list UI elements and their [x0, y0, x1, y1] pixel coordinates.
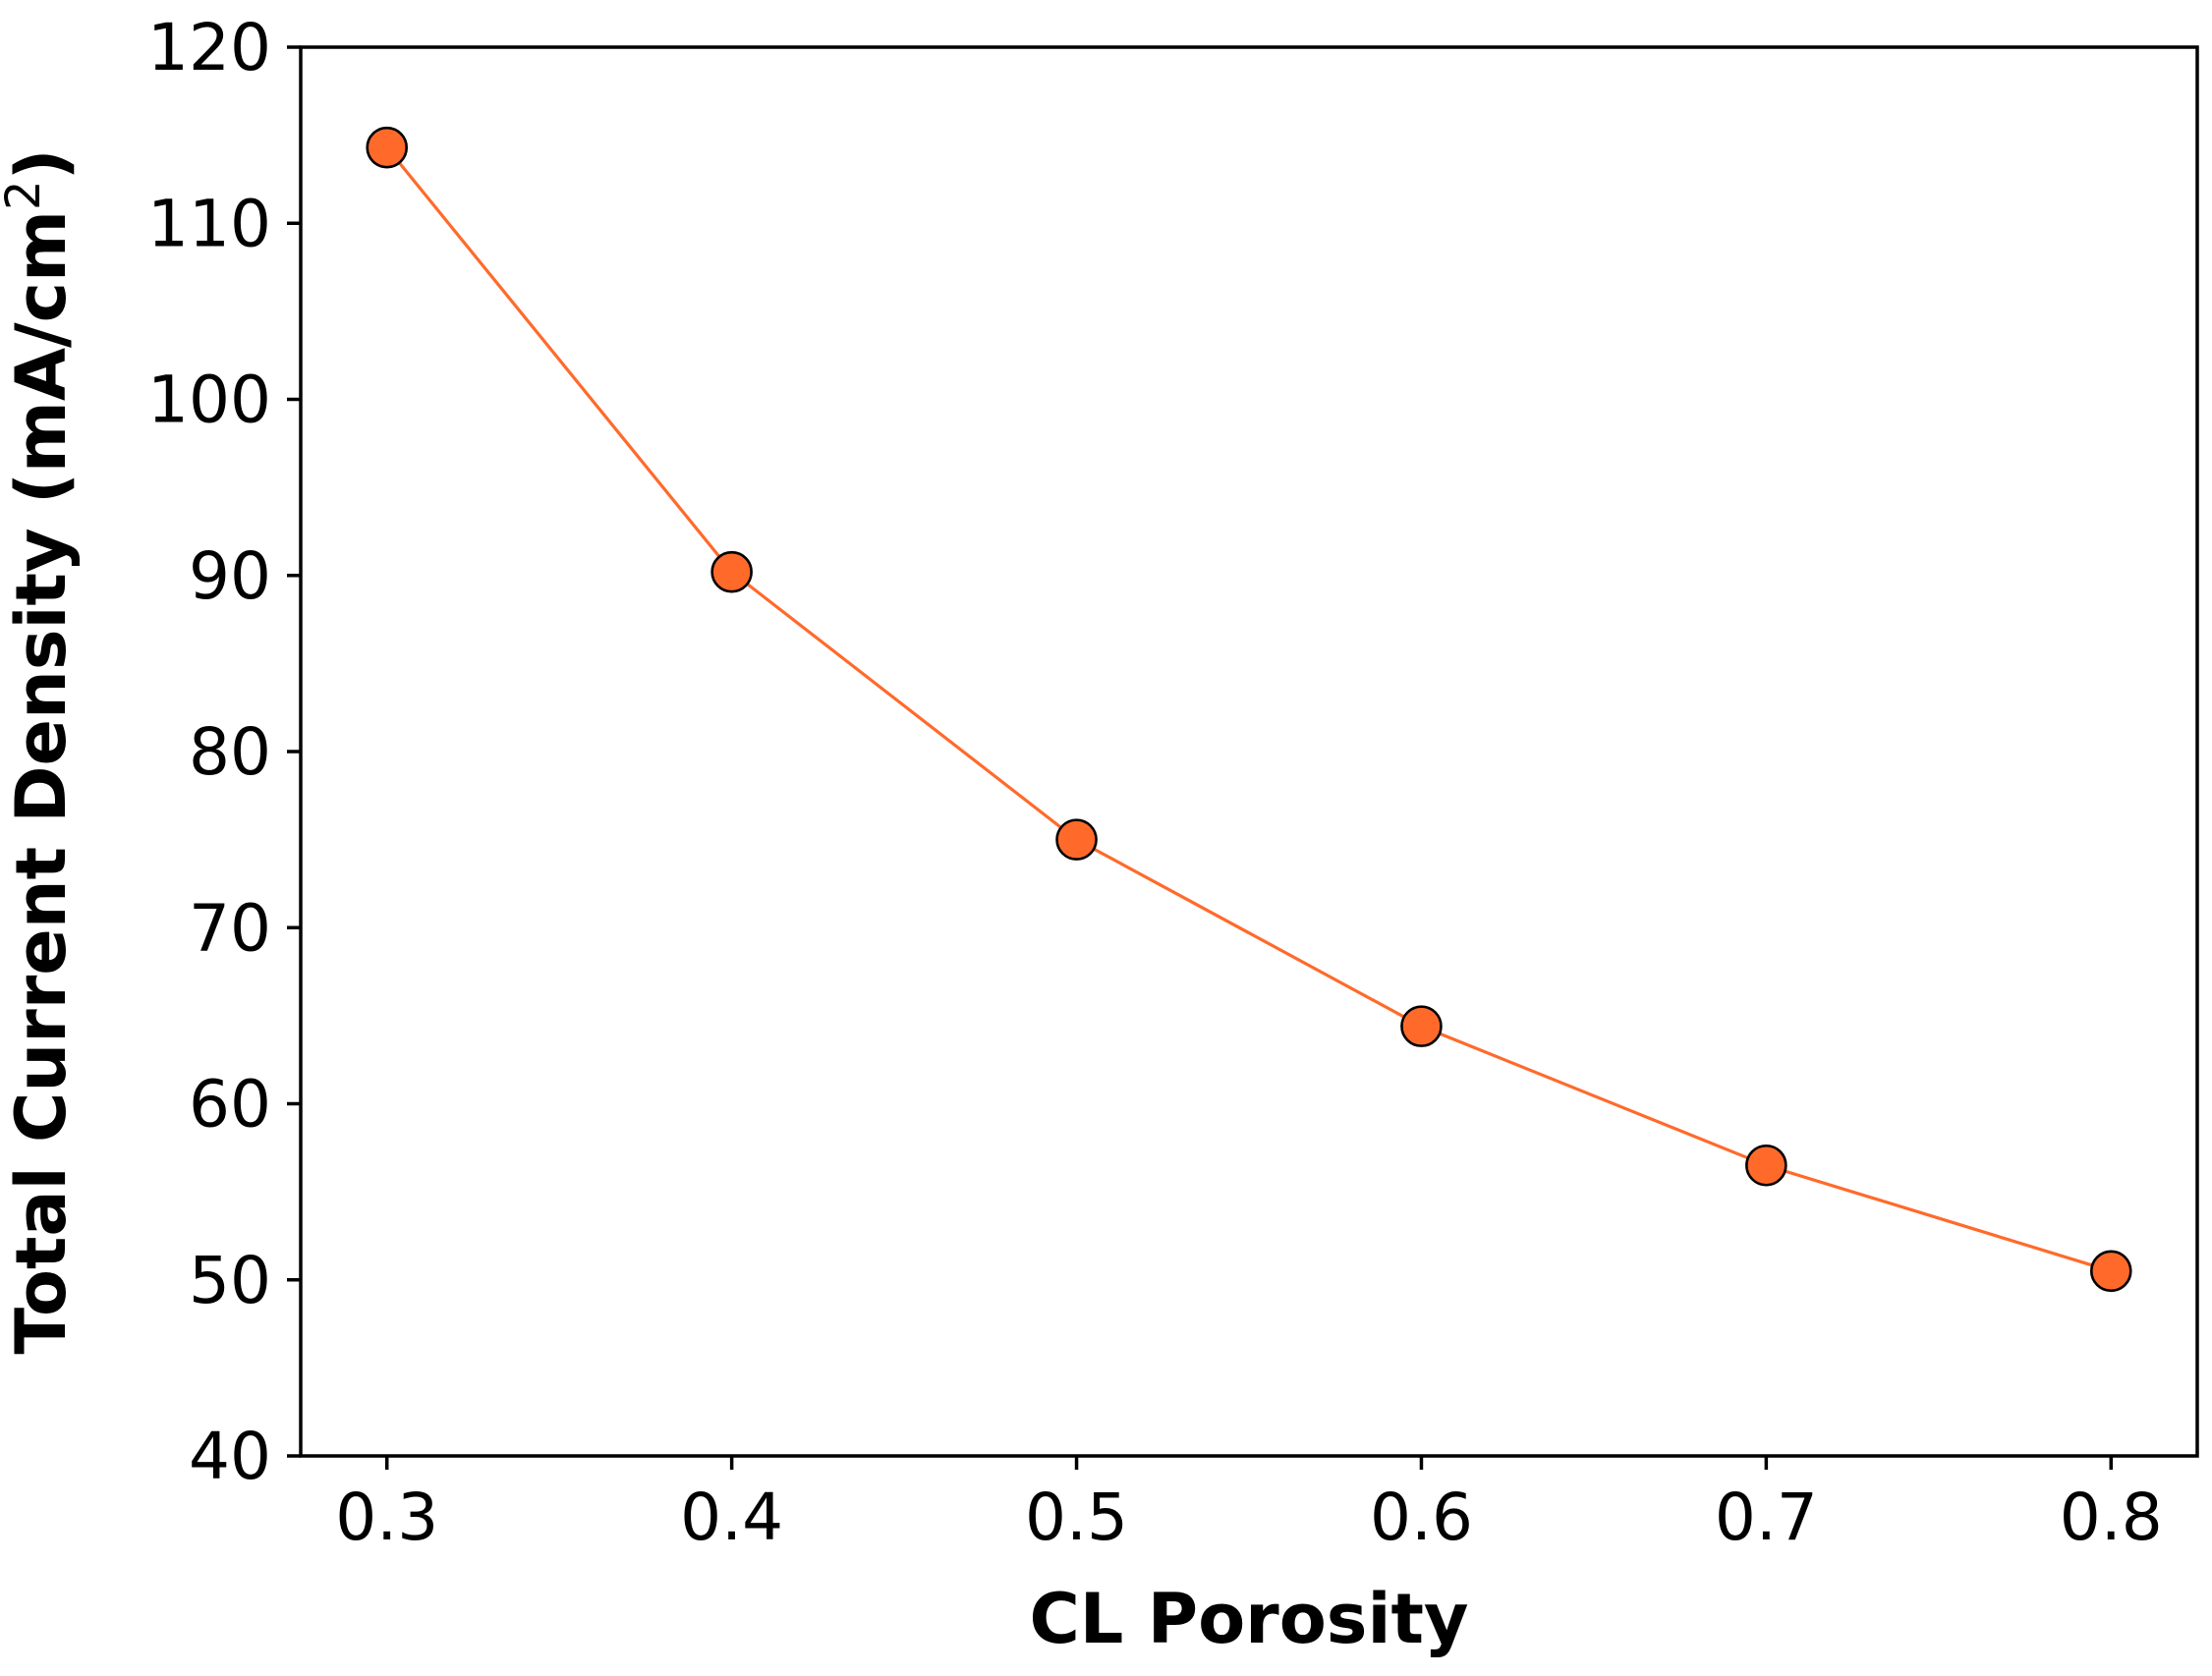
data-point-marker [366, 126, 409, 169]
data-point-marker [1400, 1005, 1443, 1047]
y-tick-label: 80 [189, 714, 271, 790]
y-tick-label: 90 [189, 538, 271, 614]
y-tick-label: 110 [147, 186, 271, 261]
x-tick-label: 0.5 [1025, 1480, 1128, 1555]
x-tick-label: 0.8 [2060, 1480, 2163, 1555]
plot-series [366, 126, 2132, 1293]
y-tick-label: 60 [189, 1067, 271, 1143]
data-point-marker [710, 550, 753, 593]
data-point-marker [2089, 1250, 2132, 1293]
y-tick-label: 70 [189, 890, 271, 966]
plot-area-frame [299, 45, 2199, 1458]
x-tick-label: 0.6 [1370, 1480, 1473, 1555]
y-tick-label: 50 [189, 1243, 271, 1318]
y-axis-title-main: Total Current Density (mA/cm [1, 210, 82, 1355]
x-tick-label: 0.3 [335, 1480, 438, 1555]
x-tick-label: 0.4 [680, 1480, 783, 1555]
x-axis-ticks: 0.3 0.4 0.5 0.6 0.7 0.8 [335, 1456, 2163, 1555]
y-tick-label: 100 [147, 363, 271, 438]
y-tick-label: 40 [189, 1419, 271, 1494]
series-line [385, 146, 2112, 1273]
y-axis-ticks: 40 50 60 70 80 90 100 110 120 [147, 10, 301, 1494]
y-axis-title: Total Current Density (mA/cm2) [0, 148, 82, 1354]
x-tick-label: 0.7 [1715, 1480, 1818, 1555]
y-axis-title-superscript: 2 [0, 180, 51, 210]
data-point-marker [1055, 818, 1098, 861]
data-point-marker [1745, 1144, 1787, 1187]
x-axis-title: CL Porosity [1029, 1579, 1468, 1659]
y-axis-title-close: ) [1, 148, 82, 180]
y-tick-label: 120 [147, 10, 271, 85]
